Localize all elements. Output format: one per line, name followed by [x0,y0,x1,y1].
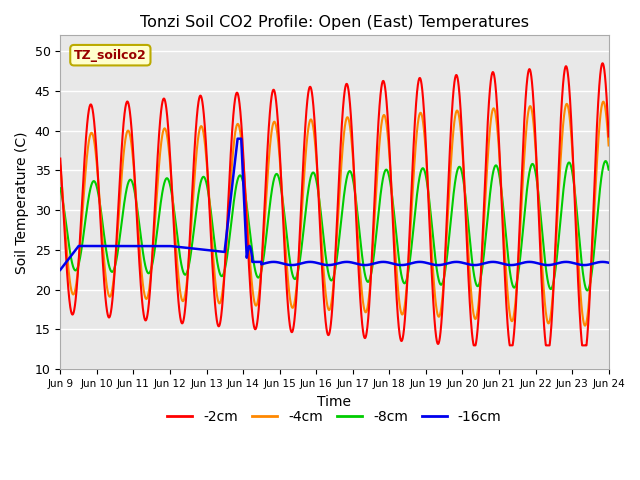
Legend: -2cm, -4cm, -8cm, -16cm: -2cm, -4cm, -8cm, -16cm [162,404,507,429]
Y-axis label: Soil Temperature (C): Soil Temperature (C) [15,131,29,274]
Text: TZ_soilco2: TZ_soilco2 [74,48,147,62]
Title: Tonzi Soil CO2 Profile: Open (East) Temperatures: Tonzi Soil CO2 Profile: Open (East) Temp… [140,15,529,30]
X-axis label: Time: Time [317,395,351,408]
